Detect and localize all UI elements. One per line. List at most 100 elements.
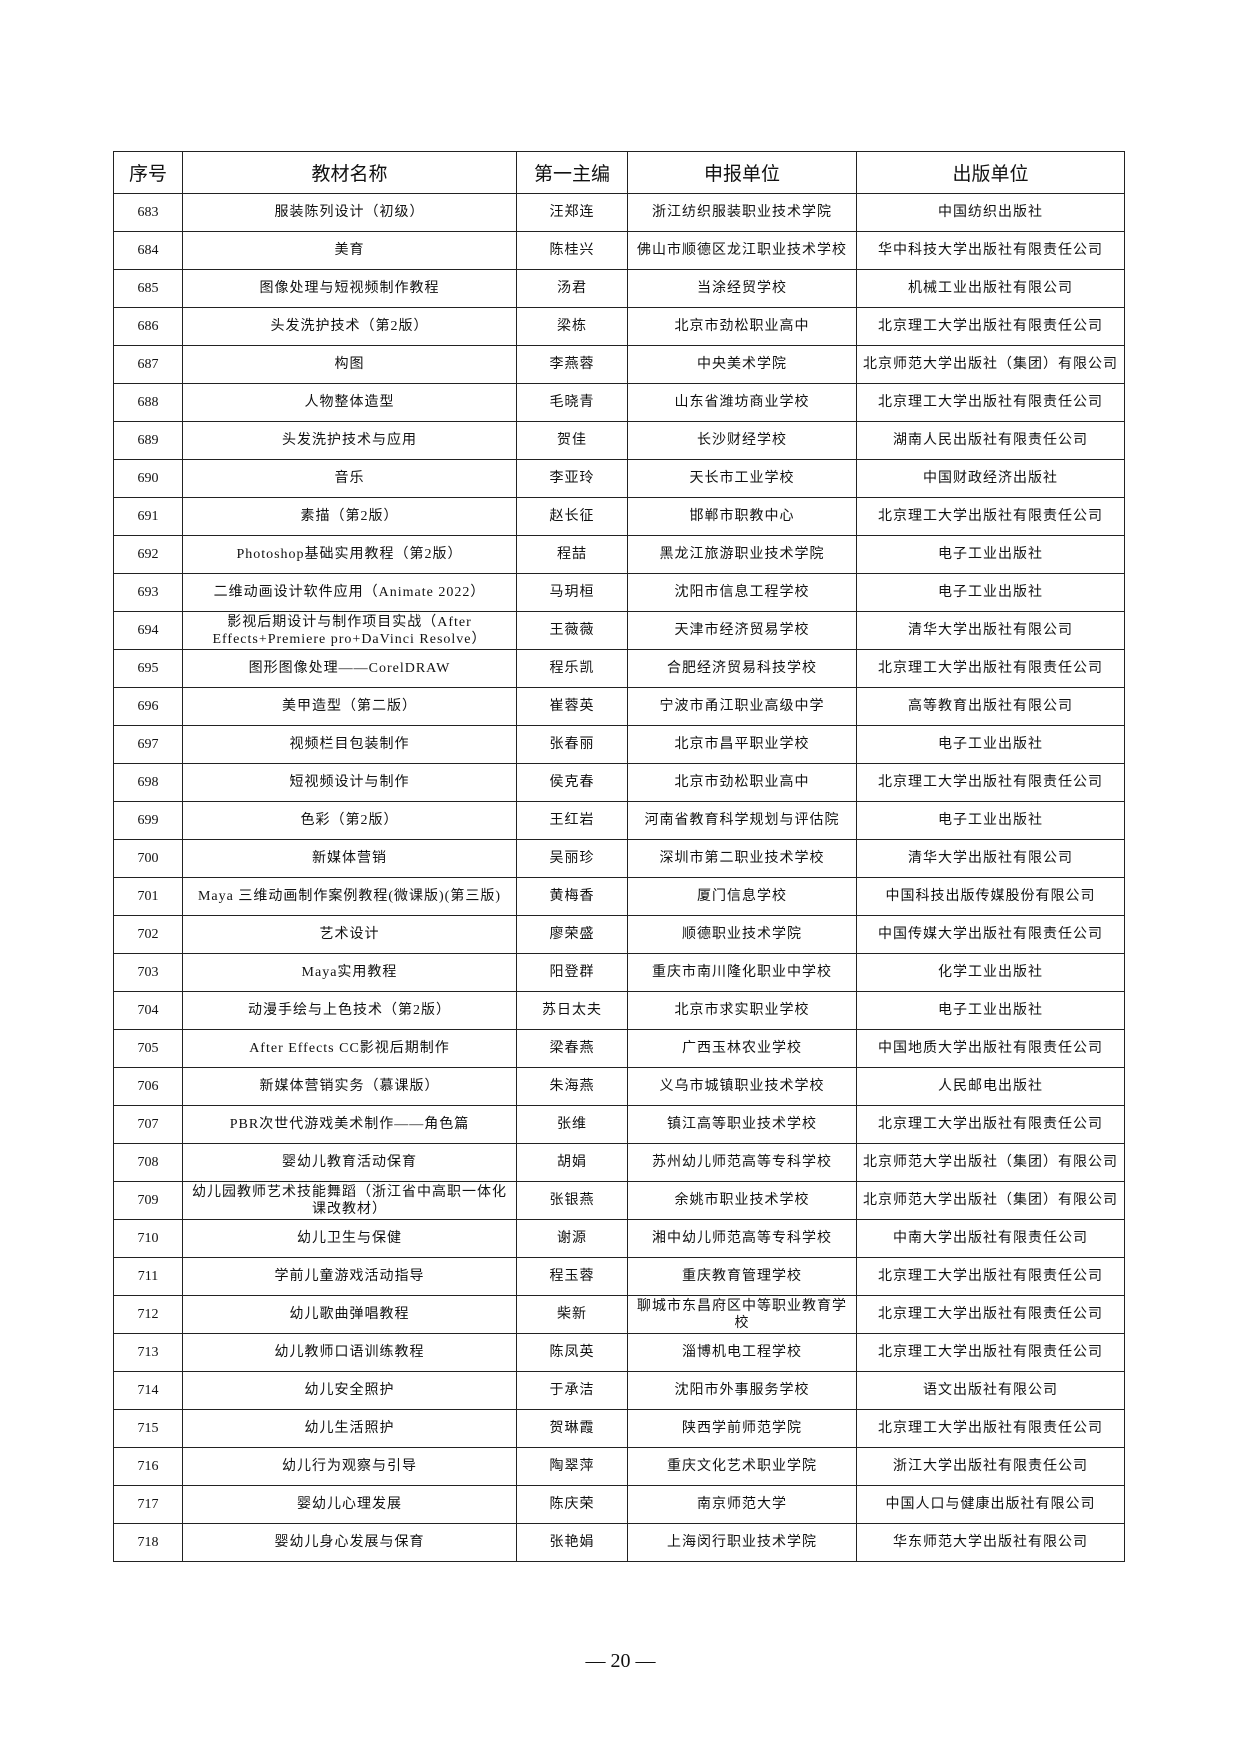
cell-chief-editor: 阳登群 [516,953,628,992]
cell-textbook-name: 婴幼儿教育活动保育 [182,1143,517,1182]
cell-textbook-name: 幼儿生活照护 [182,1409,517,1448]
cell-applicant-unit: 当涂经贸学校 [627,269,857,308]
cell-chief-editor: 陈庆荣 [516,1485,628,1524]
cell-chief-editor: 柴新 [516,1295,628,1334]
cell-chief-editor: 张维 [516,1105,628,1144]
cell-serial: 711 [113,1257,183,1296]
cell-chief-editor: 张银燕 [516,1181,628,1220]
cell-applicant-unit: 淄博机电工程学校 [627,1333,857,1372]
cell-serial: 702 [113,915,183,954]
cell-chief-editor: 汪郑连 [516,193,628,232]
cell-applicant-unit: 黑龙江旅游职业技术学院 [627,535,857,574]
cell-applicant-unit: 浙江纺织服装职业技术学院 [627,193,857,232]
cell-chief-editor: 马玥桓 [516,573,628,612]
cell-applicant-unit: 北京市昌平职业学校 [627,725,857,764]
cell-chief-editor: 张艳娟 [516,1523,628,1562]
cell-serial: 708 [113,1143,183,1182]
cell-serial: 710 [113,1219,183,1258]
cell-serial: 684 [113,231,183,270]
table-row: 688 人物整体造型 毛晓青 山东省潍坊商业学校 北京理工大学出版社有限责任公司 [113,383,1125,422]
cell-publisher: 中国地质大学出版社有限责任公司 [856,1029,1125,1068]
table-row: 712 幼儿歌曲弹唱教程 柴新 聊城市东昌府区中等职业教育学校 北京理工大学出版社有限责… [113,1295,1125,1334]
cell-applicant-unit: 湘中幼儿师范高等专科学校 [627,1219,857,1258]
cell-publisher: 电子工业出版社 [856,725,1125,764]
cell-chief-editor: 梁栋 [516,307,628,346]
cell-applicant-unit: 北京市劲松职业高中 [627,763,857,802]
table-row: 686 头发洗护技术（第2版） 梁栋 北京市劲松职业高中 北京理工大学出版社有限责任公司 [113,307,1125,346]
cell-applicant-unit: 天长市工业学校 [627,459,857,498]
cell-publisher: 北京理工大学出版社有限责任公司 [856,497,1125,536]
table-row: 704 动漫手绘与上色技术（第2版） 苏日太夫 北京市求实职业学校 电子工业出版社 [113,991,1125,1030]
table-row: 718 婴幼儿身心发展与保育 张艳娟 上海闵行职业技术学院 华东师范大学出版社有限公司 [113,1523,1125,1562]
cell-chief-editor: 陶翠萍 [516,1447,628,1486]
cell-publisher: 北京理工大学出版社有限责任公司 [856,1257,1125,1296]
cell-publisher: 北京师范大学出版社（集团）有限公司 [856,1181,1125,1220]
cell-serial: 713 [113,1333,183,1372]
cell-chief-editor: 毛晓青 [516,383,628,422]
cell-textbook-name: 婴幼儿心理发展 [182,1485,517,1524]
table-header-row: 序号 教材名称 第一主编 申报单位 出版单位 [113,151,1125,194]
table-row: 701 Maya 三维动画制作案例教程(微课版)(第三版) 黄梅香 厦门信息学校 中国科… [113,877,1125,916]
cell-serial: 703 [113,953,183,992]
cell-publisher: 中国财政经济出版社 [856,459,1125,498]
cell-publisher: 北京理工大学出版社有限责任公司 [856,1333,1125,1372]
cell-publisher: 电子工业出版社 [856,573,1125,612]
cell-serial: 689 [113,421,183,460]
cell-chief-editor: 廖荣盛 [516,915,628,954]
cell-chief-editor: 于承洁 [516,1371,628,1410]
cell-chief-editor: 崔蓉英 [516,687,628,726]
cell-serial: 685 [113,269,183,308]
textbook-table: 序号 教材名称 第一主编 申报单位 出版单位 683 服装陈列设计（初级） 汪郑连浙… [113,151,1125,1562]
table-row: 711 学前儿童游戏活动指导 程玉蓉 重庆教育管理学校 北京理工大学出版社有限责任公司 [113,1257,1125,1296]
cell-textbook-name: 艺术设计 [182,915,517,954]
table-row: 683 服装陈列设计（初级） 汪郑连 浙江纺织服装职业技术学院 中国纺织出版社 [113,193,1125,232]
header-textbook-name: 教材名称 [182,151,517,194]
cell-textbook-name: Maya 三维动画制作案例教程(微课版)(第三版) [182,877,517,916]
cell-publisher: 华东师范大学出版社有限公司 [856,1523,1125,1562]
page-number: — 20 — [585,1650,656,1672]
cell-publisher: 电子工业出版社 [856,801,1125,840]
cell-serial: 694 [113,611,183,650]
cell-publisher: 中国传媒大学出版社有限责任公司 [856,915,1125,954]
cell-publisher: 中国纺织出版社 [856,193,1125,232]
cell-textbook-name: PBR次世代游戏美术制作——角色篇 [182,1105,517,1144]
cell-chief-editor: 程乐凯 [516,649,628,688]
cell-chief-editor: 程玉蓉 [516,1257,628,1296]
cell-chief-editor: 陈凤英 [516,1333,628,1372]
cell-chief-editor: 胡娟 [516,1143,628,1182]
cell-applicant-unit: 合肥经济贸易科技学校 [627,649,857,688]
cell-chief-editor: 张春丽 [516,725,628,764]
cell-chief-editor: 贺佳 [516,421,628,460]
cell-textbook-name: 头发洗护技术与应用 [182,421,517,460]
table-row: 690 音乐 李亚玲 天长市工业学校 中国财政经济出版社 [113,459,1125,498]
cell-applicant-unit: 天津市经济贸易学校 [627,611,857,650]
table-row: 691 素描（第2版） 赵长征 邯郸市职教中心 北京理工大学出版社有限责任公司 [113,497,1125,536]
cell-publisher: 电子工业出版社 [856,535,1125,574]
header-applicant-unit: 申报单位 [627,151,857,194]
cell-chief-editor: 吴丽珍 [516,839,628,878]
cell-serial: 698 [113,763,183,802]
cell-applicant-unit: 山东省潍坊商业学校 [627,383,857,422]
cell-textbook-name: 人物整体造型 [182,383,517,422]
cell-applicant-unit: 北京市劲松职业高中 [627,307,857,346]
cell-publisher: 北京师范大学出版社（集团）有限公司 [856,345,1125,384]
cell-textbook-name: 美育 [182,231,517,270]
cell-serial: 696 [113,687,183,726]
cell-chief-editor: 陈桂兴 [516,231,628,270]
cell-applicant-unit: 重庆文化艺术职业学院 [627,1447,857,1486]
cell-serial: 712 [113,1295,183,1334]
cell-applicant-unit: 南京师范大学 [627,1485,857,1524]
cell-publisher: 中国人口与健康出版社有限公司 [856,1485,1125,1524]
cell-applicant-unit: 重庆教育管理学校 [627,1257,857,1296]
table-row: 705 After Effects CC影视后期制作 梁春燕 广西玉林农业学校 中国地质… [113,1029,1125,1068]
cell-textbook-name: 幼儿园教师艺术技能舞蹈（浙江省中高职一体化课改教材） [182,1181,517,1220]
cell-textbook-name: After Effects CC影视后期制作 [182,1029,517,1068]
cell-textbook-name: 婴幼儿身心发展与保育 [182,1523,517,1562]
cell-serial: 705 [113,1029,183,1068]
cell-applicant-unit: 广西玉林农业学校 [627,1029,857,1068]
cell-textbook-name: Photoshop基础实用教程（第2版） [182,535,517,574]
cell-serial: 701 [113,877,183,916]
cell-textbook-name: 头发洗护技术（第2版） [182,307,517,346]
cell-applicant-unit: 镇江高等职业技术学校 [627,1105,857,1144]
cell-textbook-name: Maya实用教程 [182,953,517,992]
